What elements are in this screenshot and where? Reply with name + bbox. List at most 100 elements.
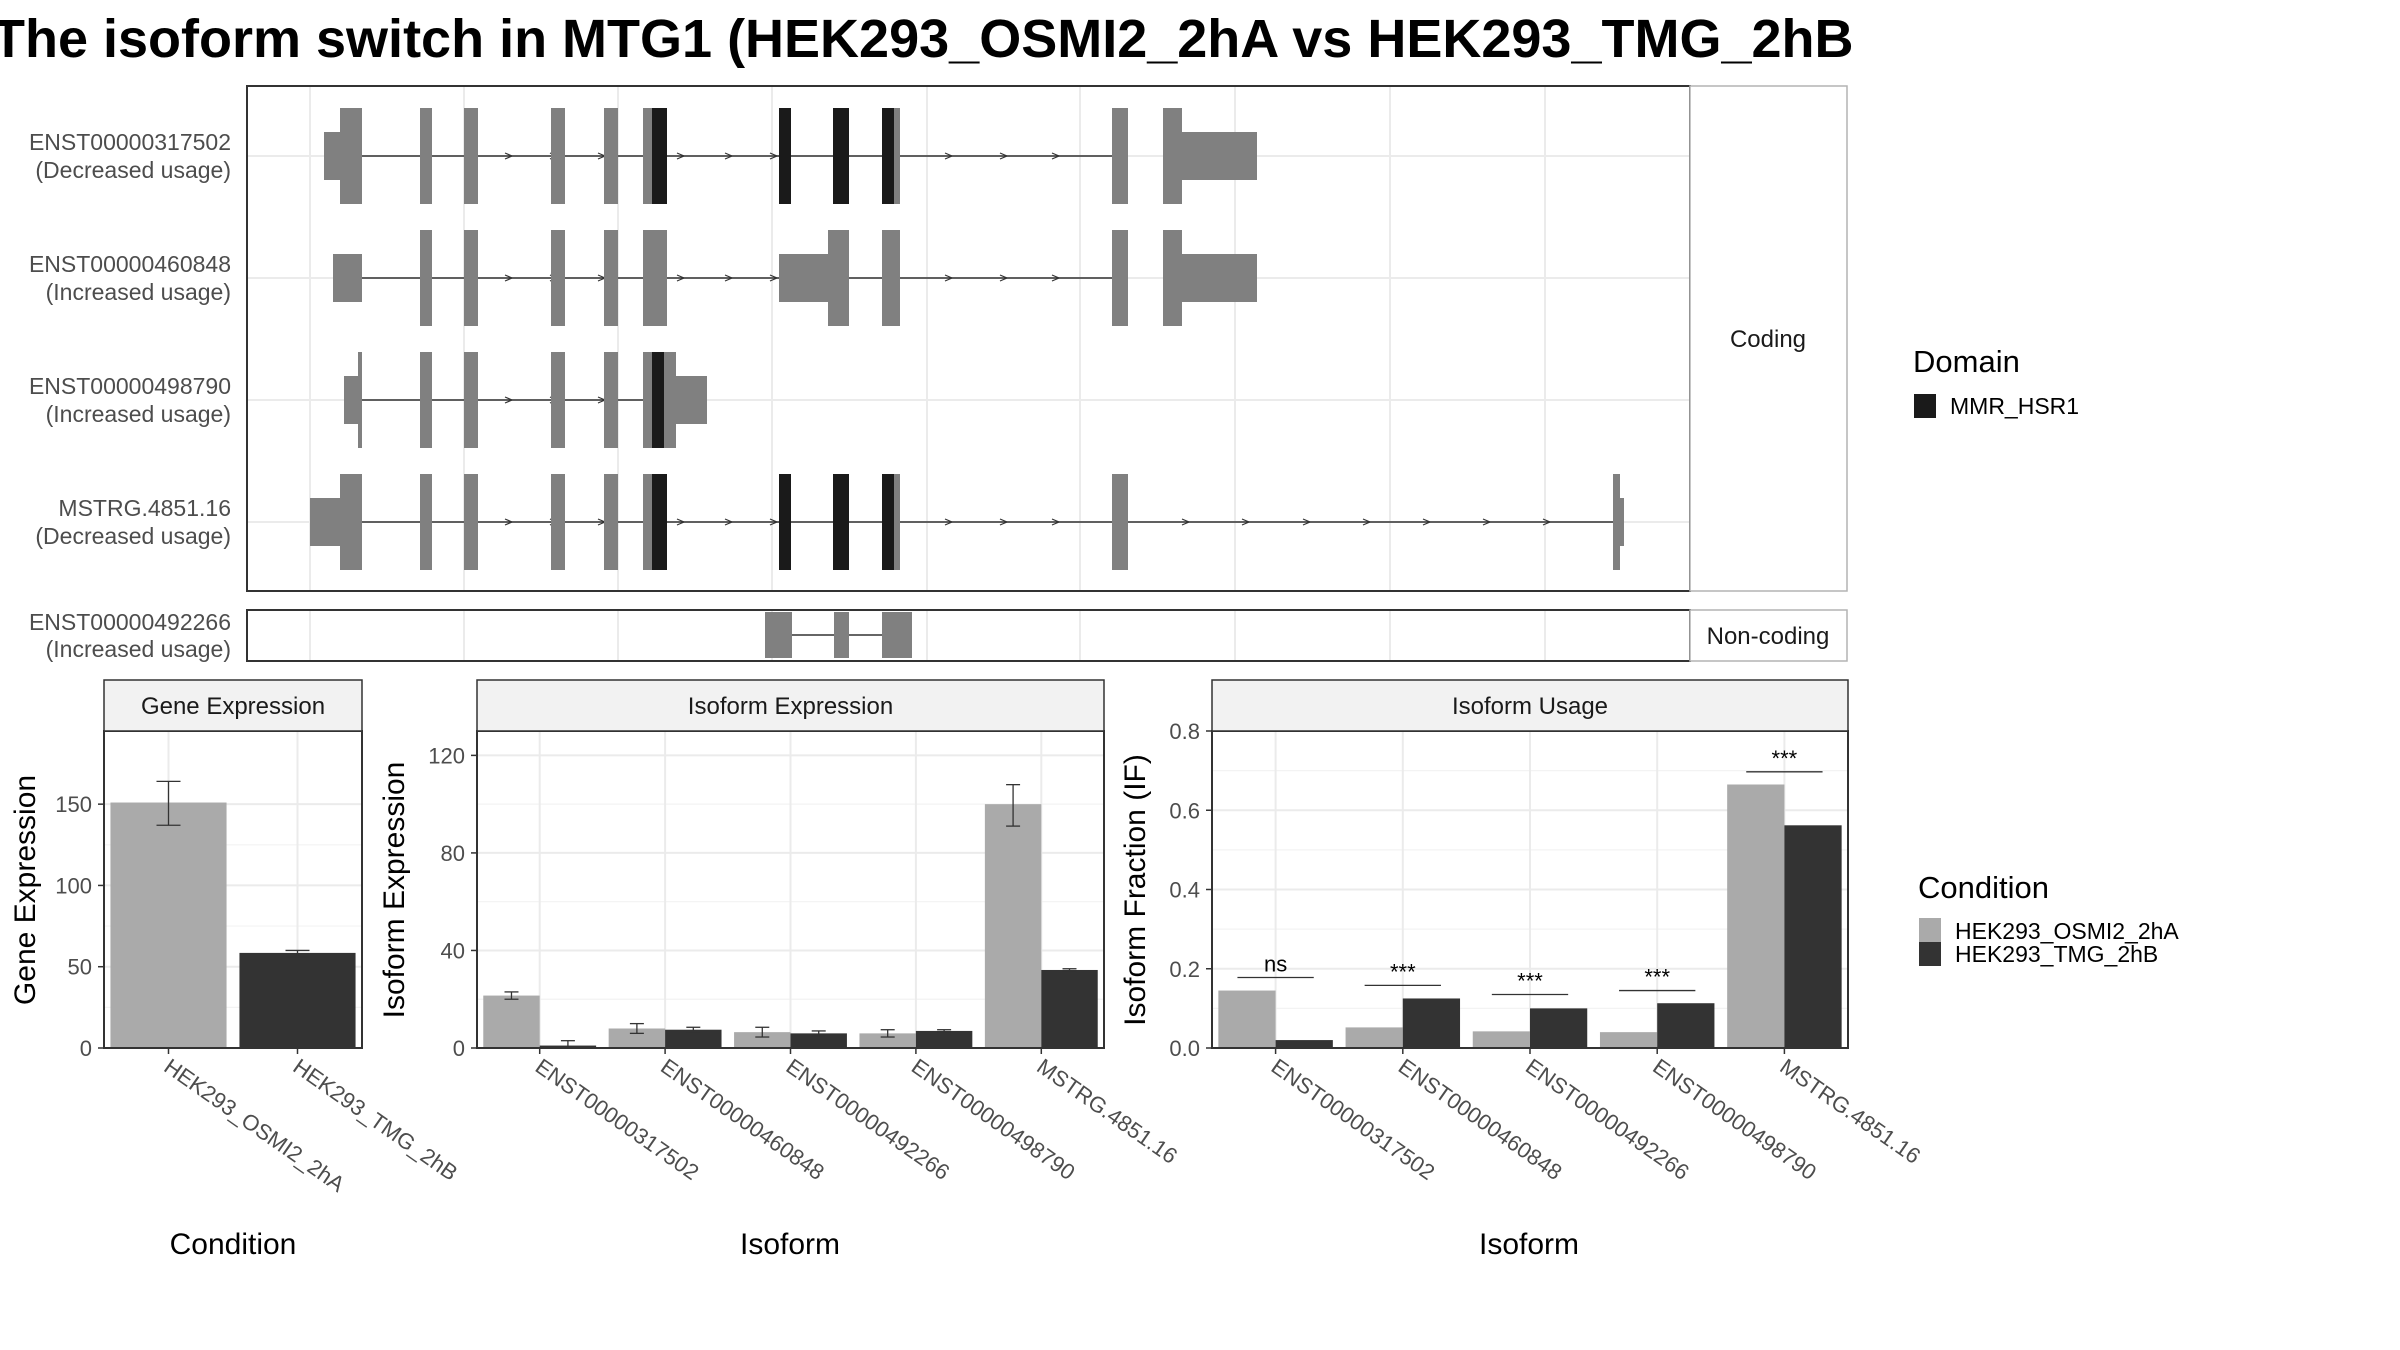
y-tick-label: 0.4 bbox=[1169, 878, 1200, 903]
cds-exon-4-12 bbox=[1112, 474, 1128, 570]
cds-exon-3-2 bbox=[420, 352, 432, 448]
cds-exon-1-3 bbox=[464, 108, 478, 204]
transcript-id-2: ENST00000460848 bbox=[29, 251, 231, 277]
x-axis-title: Isoform bbox=[740, 1228, 840, 1261]
bar-ENST00000317502-HEK293_OSMI2_2hA bbox=[1218, 990, 1276, 1048]
intron-arrow-2-8 bbox=[1051, 274, 1061, 282]
intron-arrow-4-7 bbox=[999, 518, 1009, 526]
cds-exon-4-6 bbox=[643, 474, 652, 570]
cds-exon-4-2 bbox=[420, 474, 432, 570]
cds-exon-4-11 bbox=[894, 474, 900, 570]
cds-exon-3-1 bbox=[358, 352, 362, 448]
significance-label: *** bbox=[1772, 746, 1798, 771]
bar-MSTRG.4851.16-HEK293_TMG_2hB bbox=[1041, 969, 1098, 1048]
domain-exon-4-7 bbox=[652, 474, 667, 570]
domain-exon-1-8 bbox=[779, 108, 791, 204]
transcript-usage-2: (Increased usage) bbox=[46, 279, 231, 305]
domain-legend-label: MMR_HSR1 bbox=[1950, 393, 2079, 419]
intron-arrow-4-5 bbox=[769, 518, 779, 526]
transcript-id-1: ENST00000317502 bbox=[29, 129, 231, 155]
utr-exon-3-9 bbox=[676, 376, 707, 424]
utr-exon-1-0 bbox=[324, 132, 340, 180]
intron-arrow-2-7 bbox=[999, 274, 1009, 282]
intron-arrow-4-14 bbox=[1482, 518, 1492, 526]
domain-exon-1-9 bbox=[833, 108, 849, 204]
transcript-usage-1: (Decreased usage) bbox=[35, 157, 231, 183]
intron-arrow-1-0 bbox=[504, 152, 514, 160]
y-axis-title: Isoform Fraction (IF) bbox=[1119, 754, 1152, 1026]
utr-exon-3-0 bbox=[344, 376, 358, 424]
noncoding-exon-1 bbox=[834, 612, 849, 658]
domain-exon-3-7 bbox=[652, 352, 664, 448]
y-tick-label: 100 bbox=[55, 873, 92, 898]
cds-exon-2-2 bbox=[464, 230, 478, 326]
domain-exon-4-10 bbox=[882, 474, 894, 570]
bar-HEK293_OSMI2_2hA-value bbox=[110, 802, 227, 1048]
transcript-row-4 bbox=[310, 474, 1624, 570]
bar-ENST00000492266-HEK293_OSMI2_2hA bbox=[734, 1032, 791, 1048]
panel-strip bbox=[476, 679, 1105, 732]
domain-exon-1-10 bbox=[882, 108, 894, 204]
significance-label: *** bbox=[1390, 959, 1416, 984]
bar-ENST00000317502-HEK293_OSMI2_2hA bbox=[483, 995, 540, 1048]
intron-arrow-2-4 bbox=[724, 274, 734, 282]
transcript-row-1 bbox=[324, 108, 1257, 204]
y-tick-label: 50 bbox=[68, 955, 92, 980]
transcript-id-4: MSTRG.4851.16 bbox=[58, 495, 231, 521]
intron-arrow-4-4 bbox=[724, 518, 734, 526]
utr-exon-2-11 bbox=[1182, 254, 1257, 302]
noncoding-transcript-usage: (Increased usage) bbox=[46, 636, 231, 662]
panel-strip bbox=[1211, 679, 1849, 732]
intron-arrow-4-12 bbox=[1362, 518, 1372, 526]
noncoding-transcript-id: ENST00000492266 bbox=[29, 609, 231, 635]
panel-strip-title: Isoform Expression bbox=[688, 693, 893, 720]
coding-panel-bg bbox=[247, 86, 1690, 591]
y-tick-label: 80 bbox=[441, 841, 465, 866]
intron-arrow-2-6 bbox=[944, 274, 954, 282]
cds-exon-4-13 bbox=[1613, 474, 1620, 570]
bar-ENST00000460848-HEK293_OSMI2_2hA bbox=[608, 1028, 666, 1048]
coding-strip-label: Coding bbox=[1730, 326, 1806, 353]
condition-legend: Condition HEK293_OSMI2_2hA HEK293_TMG_2h… bbox=[1918, 870, 2179, 967]
transcript-row-2 bbox=[333, 230, 1257, 326]
intron-arrow-4-15 bbox=[1542, 518, 1552, 526]
domain-legend-title: Domain bbox=[1913, 344, 2020, 379]
cds-exon-1-12 bbox=[1112, 108, 1128, 204]
x-axis-title: Condition bbox=[170, 1228, 297, 1261]
bar-ENST00000492266-HEK293_TMG_2hB bbox=[1530, 1008, 1588, 1048]
x-axis-title: Isoform bbox=[1479, 1228, 1579, 1261]
intron-arrow-1-4 bbox=[724, 152, 734, 160]
domain-exon-4-8 bbox=[779, 474, 791, 570]
domain-legend-swatch bbox=[1914, 394, 1936, 418]
transcript-id-3: ENST00000498790 bbox=[29, 373, 231, 399]
bar-ENST00000498790-HEK293_TMG_2hB bbox=[915, 1030, 973, 1048]
condition-legend-label-a: HEK293_OSMI2_2hA bbox=[1955, 918, 2179, 944]
cds-exon-2-9 bbox=[1112, 230, 1128, 326]
y-tick-label: 150 bbox=[55, 792, 92, 817]
intron-arrow-4-11 bbox=[1302, 518, 1312, 526]
y-axis-title: Isoform Expression bbox=[378, 762, 411, 1019]
figure-title: The isoform switch in MTG1 (HEK293_OSMI2… bbox=[0, 9, 1854, 69]
cds-exon-2-8 bbox=[882, 230, 900, 326]
domain-legend: Domain MMR_HSR1 bbox=[1913, 344, 2079, 419]
bar-ENST00000498790-HEK293_OSMI2_2hA bbox=[859, 1033, 916, 1048]
transcript-row-noncoding bbox=[765, 612, 912, 658]
cds-exon-1-5 bbox=[604, 108, 618, 204]
transcript-usage-3: (Increased usage) bbox=[46, 401, 231, 427]
condition-legend-title: Condition bbox=[1918, 870, 2049, 905]
noncoding-panel-bg bbox=[247, 610, 1690, 661]
bar-HEK293_TMG_2hB-value bbox=[239, 952, 356, 1048]
bar-MSTRG.4851.16-HEK293_OSMI2_2hA bbox=[984, 804, 1042, 1048]
cds-exon-1-2 bbox=[420, 108, 432, 204]
y-tick-label: 0.8 bbox=[1169, 719, 1200, 744]
cds-exon-2-10 bbox=[1163, 230, 1182, 326]
y-tick-label: 0 bbox=[453, 1036, 465, 1061]
intron-arrow-4-3 bbox=[676, 518, 686, 526]
intron-arrow-4-13 bbox=[1422, 518, 1432, 526]
intron-arrow-3-0 bbox=[504, 396, 514, 404]
intron-arrow-4-9 bbox=[1181, 518, 1191, 526]
significance-label: *** bbox=[1517, 969, 1543, 994]
utr-exon-2-6 bbox=[779, 254, 828, 302]
condition-legend-label-b: HEK293_TMG_2hB bbox=[1955, 941, 2158, 967]
